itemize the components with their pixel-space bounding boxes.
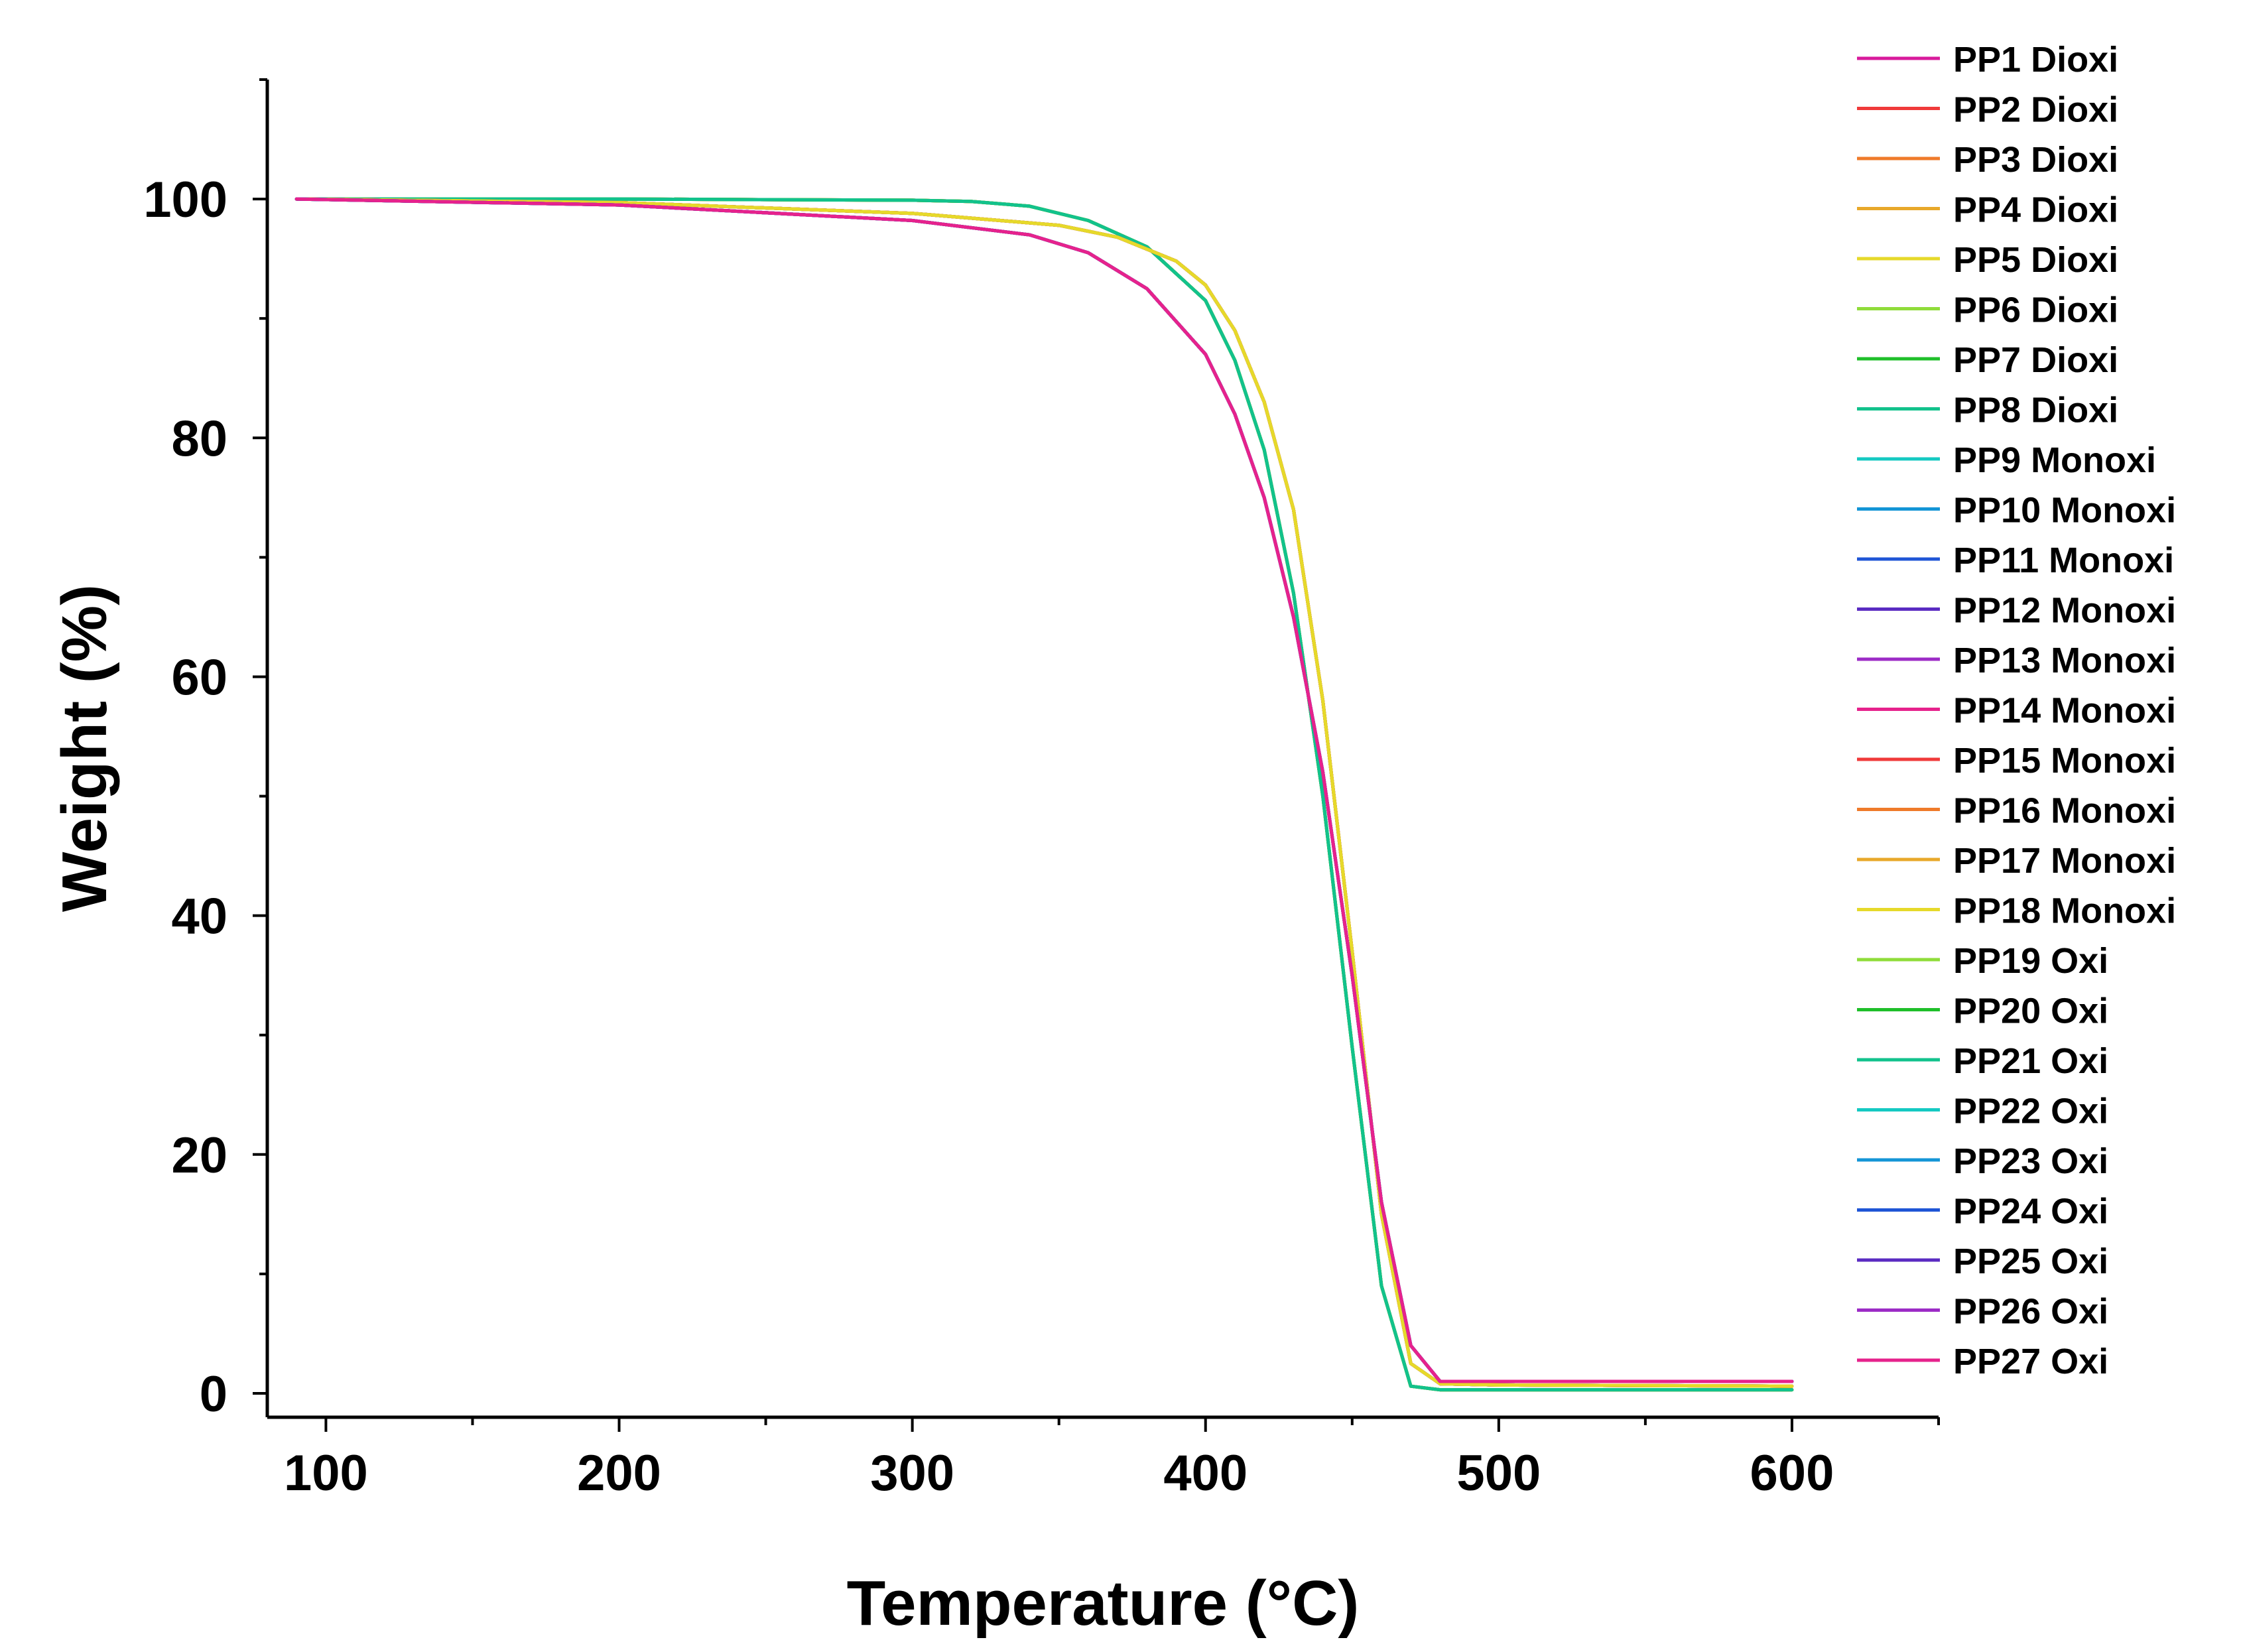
legend-label: PP16 Monoxi [1953,791,2176,831]
x-tick-label: 500 [1456,1445,1541,1501]
series-line-pp13-monoxi [294,197,1794,1388]
x-tick-label: 400 [1163,1445,1248,1501]
series-line-pp26-oxi [294,197,1794,1383]
y-tick-label: 80 [171,411,227,467]
legend-label: PP19 Oxi [1953,941,2108,981]
axes-layer [265,80,1939,1419]
series-line-pp5-dioxi [294,197,1794,1392]
series-line-pp4-dioxi [294,197,1794,1392]
series-line-pp1-dioxi [294,197,1794,1392]
x-tick-label: 300 [870,1445,954,1501]
y-tick-label: 20 [171,1127,227,1184]
legend-label: PP27 Oxi [1953,1342,2108,1381]
legend-label: PP4 Dioxi [1953,190,2118,230]
legend-label: PP7 Dioxi [1953,340,2118,380]
y-tick-label: 0 [200,1366,227,1423]
series-line-pp7-dioxi [294,197,1794,1392]
series-line-pp10-monoxi [294,197,1794,1388]
series-line-pp16-monoxi [294,197,1794,1388]
series-line-pp27-oxi [294,197,1794,1383]
legend-label: PP9 Monoxi [1953,440,2156,480]
legend-label: PP21 Oxi [1953,1041,2108,1081]
series-line-pp14-monoxi [294,197,1794,1388]
legend-label: PP17 Monoxi [1953,841,2176,881]
series-line-pp2-dioxi [294,197,1794,1392]
series-line-pp11-monoxi [294,197,1794,1388]
ticks-layer: 100 200 300 400 500 600 0 20 40 60 80 100 [143,78,1940,1501]
legend-label: PP1 Dioxi [1953,40,2118,80]
x-tick-label: 100 [284,1445,368,1501]
series-line-pp18-monoxi [294,197,1794,1388]
series-line-pp9-monoxi [294,197,1794,1388]
y-axis-title: Weight (%) [49,584,120,912]
series-layer [294,197,1794,1392]
legend-label: PP22 Oxi [1953,1092,2108,1131]
legend-label: PP20 Oxi [1953,991,2108,1031]
series-line-pp17-monoxi [294,197,1794,1388]
legend-label: PP3 Dioxi [1953,140,2118,180]
series-line-pp15-monoxi [294,197,1794,1388]
legend-label: PP2 Dioxi [1953,90,2118,130]
legend-label: PP10 Monoxi [1953,491,2176,531]
y-tick-label: 100 [143,172,227,228]
y-tick-label: 40 [171,889,227,945]
series-line-pp21-oxi [294,197,1794,1383]
legend-label: PP15 Monoxi [1953,741,2176,781]
legend-label: PP5 Dioxi [1953,240,2118,280]
legend-label: PP25 Oxi [1953,1241,2108,1281]
legend: PP1 Dioxi PP2 Dioxi PP3 Dioxi PP4 Dioxi PP5 … [1857,40,2176,1381]
series-line-pp23-oxi [294,197,1794,1383]
series-line-pp19-oxi [294,197,1794,1383]
legend-label: PP11 Monoxi [1953,540,2174,580]
series-line-pp20-oxi [294,197,1794,1383]
legend-label: PP23 Oxi [1953,1141,2108,1181]
series-line-pp3-dioxi [294,197,1794,1392]
legend-label: PP14 Monoxi [1953,691,2176,731]
legend-label: PP6 Dioxi [1953,290,2118,330]
series-line-pp8-dioxi [294,197,1794,1392]
x-tick-label: 600 [1750,1445,1834,1501]
x-axis-title: Temperature (°C) [847,1568,1360,1639]
series-line-pp22-oxi [294,197,1794,1383]
series-line-pp6-dioxi [294,197,1794,1392]
legend-label: PP18 Monoxi [1953,891,2176,931]
series-line-pp25-oxi [294,197,1794,1383]
series-line-pp12-monoxi [294,197,1794,1388]
series-line-pp24-oxi [294,197,1794,1383]
legend-label: PP24 Oxi [1953,1192,2108,1232]
legend-label: PP8 Dioxi [1953,391,2118,430]
legend-label: PP26 Oxi [1953,1292,2108,1332]
y-tick-label: 60 [171,649,227,706]
legend-label: PP12 Monoxi [1953,591,2176,631]
x-tick-label: 200 [577,1445,661,1501]
legend-label: PP13 Monoxi [1953,641,2176,680]
